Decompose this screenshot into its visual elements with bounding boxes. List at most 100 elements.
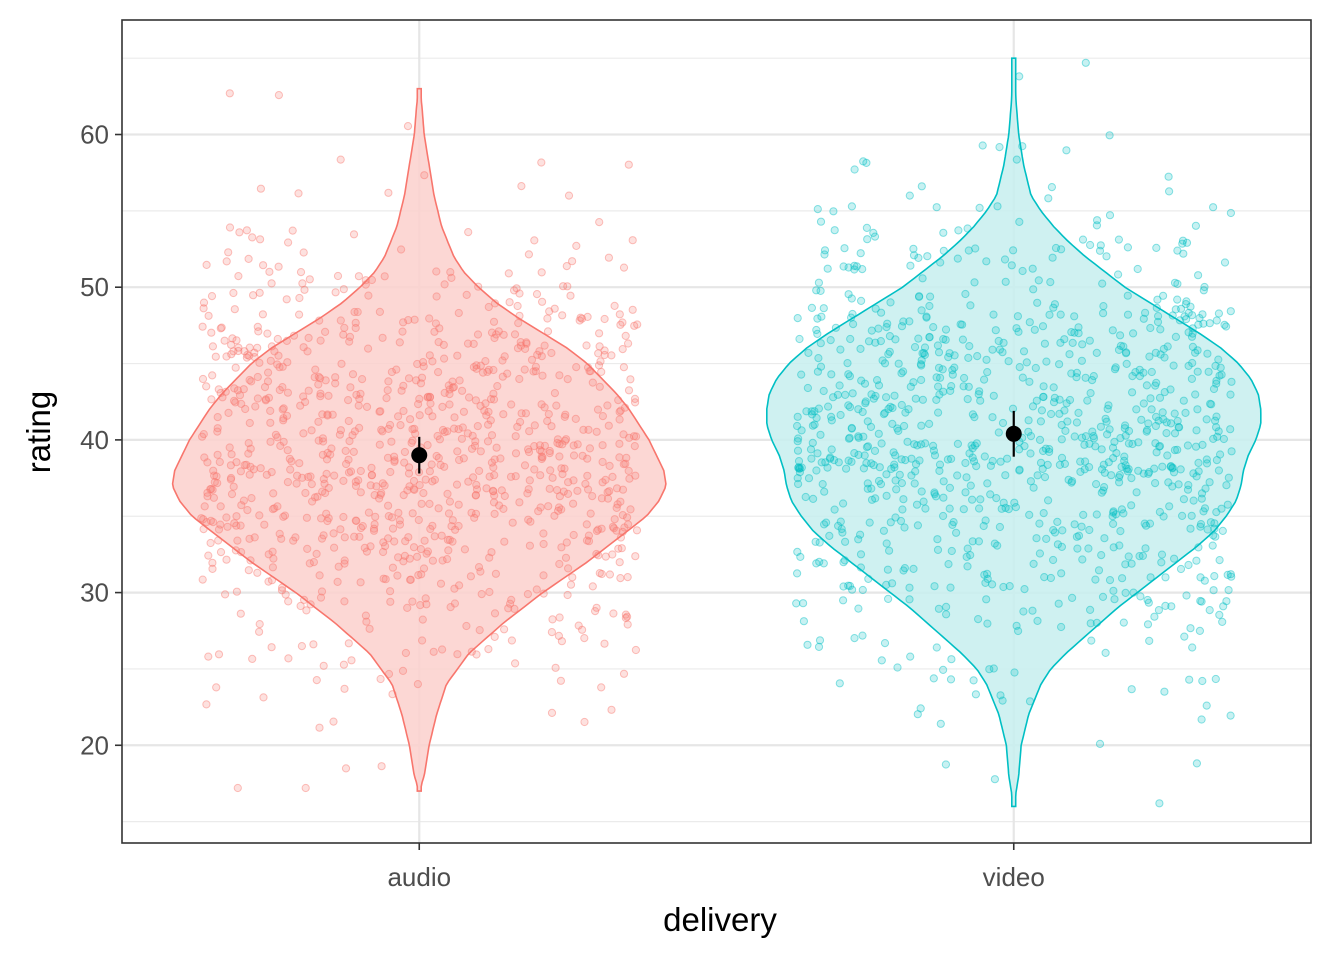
- data-point: [976, 396, 985, 405]
- data-point: [283, 388, 292, 397]
- data-point: [249, 465, 258, 474]
- data-point: [998, 696, 1007, 705]
- data-point: [554, 506, 563, 515]
- data-point: [829, 393, 838, 402]
- data-point: [454, 521, 463, 531]
- data-point: [367, 470, 377, 480]
- data-point: [1046, 278, 1055, 287]
- data-point: [557, 464, 566, 473]
- data-point: [494, 327, 503, 336]
- data-point: [300, 285, 309, 294]
- data-point: [550, 389, 560, 398]
- data-point: [436, 579, 446, 588]
- data-point: [213, 450, 222, 459]
- data-point: [1145, 468, 1154, 477]
- data-point: [1168, 482, 1177, 491]
- data-point: [597, 569, 606, 579]
- data-point: [1127, 474, 1136, 483]
- data-point: [378, 479, 387, 488]
- data-point: [458, 386, 467, 395]
- data-point: [311, 493, 320, 502]
- data-point: [814, 354, 823, 363]
- data-point: [917, 375, 926, 385]
- data-point: [914, 253, 923, 262]
- data-point: [495, 501, 504, 510]
- data-point: [1183, 485, 1193, 494]
- data-point: [283, 478, 292, 487]
- data-point: [826, 453, 835, 462]
- data-point: [1012, 621, 1021, 630]
- data-point: [199, 525, 208, 534]
- data-point: [1216, 450, 1225, 459]
- data-point: [1100, 483, 1109, 492]
- data-point: [200, 453, 209, 462]
- data-point: [1154, 312, 1163, 321]
- data-point: [474, 282, 483, 291]
- data-point: [1141, 308, 1150, 317]
- data-point: [322, 455, 332, 464]
- data-point: [1162, 429, 1171, 438]
- data-point: [235, 228, 244, 237]
- data-point: [917, 440, 926, 449]
- data-point: [598, 457, 607, 467]
- data-point: [375, 407, 384, 416]
- data-point: [500, 625, 509, 634]
- data-point: [877, 439, 886, 448]
- data-point: [1049, 383, 1058, 392]
- data-point: [621, 459, 630, 468]
- data-point: [469, 473, 478, 482]
- data-point: [568, 257, 577, 266]
- data-point: [203, 492, 212, 501]
- data-point: [1155, 799, 1164, 808]
- data-point: [255, 511, 264, 520]
- data-point: [953, 471, 962, 480]
- data-point: [1039, 382, 1048, 391]
- data-point: [425, 314, 434, 323]
- data-point: [911, 394, 920, 403]
- data-point: [595, 329, 604, 338]
- data-point: [1177, 304, 1186, 313]
- data-point: [1108, 326, 1117, 335]
- data-point: [974, 615, 983, 624]
- data-point: [386, 420, 395, 430]
- data-point: [423, 547, 432, 556]
- data-point: [428, 357, 437, 366]
- data-point: [445, 390, 454, 399]
- data-point: [808, 438, 817, 447]
- data-point: [1067, 328, 1076, 337]
- data-point: [1096, 241, 1105, 250]
- data-point: [985, 665, 994, 674]
- data-point: [388, 563, 397, 572]
- x-tick-label: audio: [387, 862, 451, 892]
- data-point: [1094, 566, 1104, 575]
- data-point: [620, 403, 630, 412]
- data-point: [202, 382, 211, 391]
- data-point: [354, 476, 363, 485]
- data-point: [246, 444, 255, 453]
- data-point: [1009, 246, 1018, 255]
- data-point: [856, 249, 865, 258]
- data-point: [1144, 598, 1153, 607]
- data-point: [316, 392, 325, 401]
- data-point: [810, 407, 819, 416]
- data-point: [819, 386, 828, 396]
- data-point: [592, 603, 601, 612]
- data-point: [452, 480, 462, 489]
- data-point: [824, 402, 833, 411]
- data-point: [1030, 325, 1039, 334]
- data-point: [906, 382, 915, 391]
- data-point: [1226, 390, 1235, 399]
- data-point: [348, 431, 357, 440]
- data-point: [467, 508, 476, 517]
- data-point: [350, 307, 359, 317]
- data-point: [283, 446, 292, 455]
- data-point: [1224, 586, 1233, 595]
- data-point: [1202, 415, 1211, 424]
- data-point: [968, 410, 978, 419]
- data-point: [1184, 361, 1193, 370]
- data-point: [384, 501, 393, 510]
- data-point: [915, 292, 924, 301]
- data-point: [283, 358, 292, 367]
- data-point: [213, 424, 222, 433]
- data-point: [198, 322, 207, 331]
